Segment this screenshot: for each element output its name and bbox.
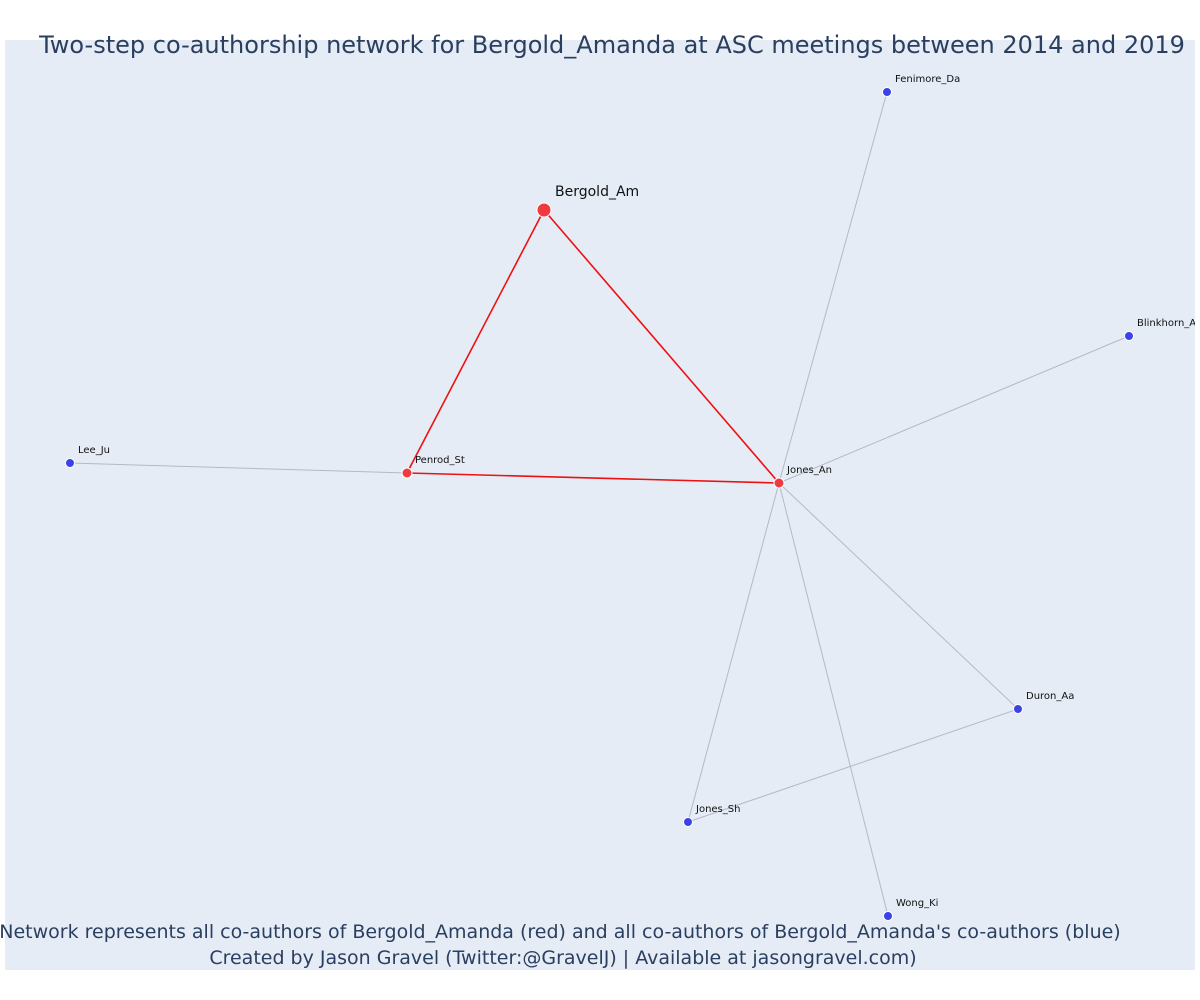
- edge-penrod-st-jones-an: [406, 472, 780, 484]
- node-label-duron-aa: Duron_Aa: [1026, 691, 1074, 702]
- footer-line-2: Created by Jason Gravel (Twitter:@Gravel…: [209, 947, 916, 969]
- node-bergold-am[interactable]: [536, 202, 552, 218]
- node-fenimore-da[interactable]: [882, 87, 892, 97]
- node-blinkhorn-as[interactable]: [1124, 331, 1134, 341]
- node-label-blinkhorn-as: Blinkhorn_As: [1137, 318, 1200, 329]
- node-label-jones-an: Jones_An: [786, 465, 832, 476]
- nodes-layer: [65, 87, 1134, 921]
- edge-duron-aa-jones-sh: [687, 708, 1019, 823]
- edge-jones-an-jones-sh: [687, 482, 780, 823]
- node-label-jones-sh: Jones_Sh: [695, 804, 740, 815]
- edge-bergold-am-penrod-st: [406, 209, 545, 474]
- node-lee-ju[interactable]: [65, 458, 75, 468]
- edge-bergold-am-jones-an: [543, 209, 780, 484]
- node-jones-an[interactable]: [773, 477, 785, 489]
- edge-jones-an-blinkhorn-as: [778, 335, 1130, 484]
- footer-line-1: Network represents all co-authors of Ber…: [0, 921, 1121, 943]
- edge-jones-an-wong-ki: [778, 482, 889, 917]
- edge-jones-an-fenimore-da: [778, 91, 888, 484]
- node-penrod-st[interactable]: [401, 467, 413, 479]
- node-label-lee-ju: Lee_Ju: [78, 445, 110, 456]
- plot-background: [5, 40, 1195, 970]
- node-label-wong-ki: Wong_Ki: [896, 898, 938, 909]
- edge-penrod-st-lee-ju: [69, 462, 408, 474]
- edge-jones-an-duron-aa: [778, 482, 1019, 710]
- node-label-fenimore-da: Fenimore_Da: [895, 74, 960, 85]
- node-label-bergold-am: Bergold_Am: [555, 184, 639, 200]
- node-duron-aa[interactable]: [1013, 704, 1023, 714]
- node-wong-ki[interactable]: [883, 911, 893, 921]
- node-jones-sh[interactable]: [683, 817, 693, 827]
- node-label-penrod-st: Penrod_St: [415, 455, 465, 466]
- labels-layer: Bergold_Am Penrod_St Jones_An Lee_Ju Fenimor…: [78, 74, 1200, 909]
- edges-layer: [69, 91, 1130, 917]
- chart-title: Two-step co-authorship network for Bergo…: [38, 31, 1185, 59]
